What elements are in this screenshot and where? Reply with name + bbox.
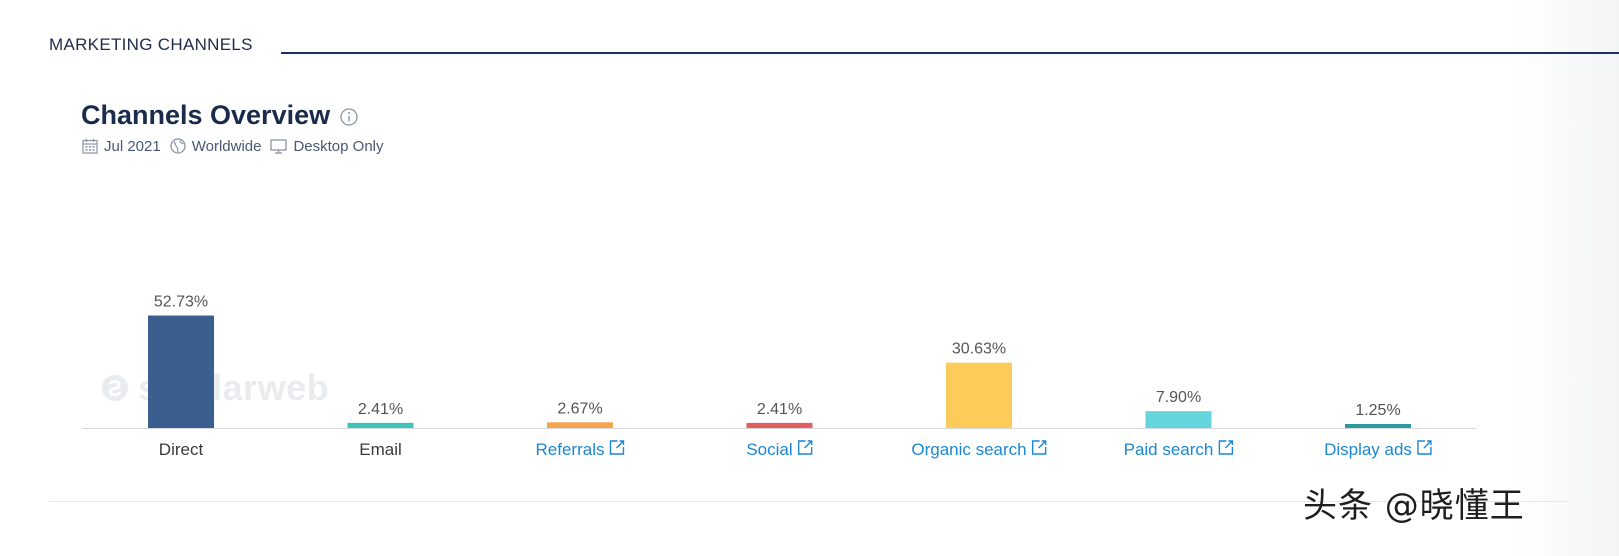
globe-icon — [170, 138, 186, 154]
category-label-direct: Direct — [159, 440, 204, 459]
section-header: MARKETING CHANNELS — [49, 34, 1619, 56]
calendar-icon — [82, 139, 98, 154]
value-label-paid-search: 7.90% — [1156, 389, 1201, 406]
desktop-icon — [270, 139, 288, 154]
section-divider — [281, 52, 1619, 54]
meta-region-text: Worldwide — [191, 137, 262, 155]
category-label-organic-search[interactable]: Organic search — [911, 440, 1026, 459]
card-header: Channels Overview — [81, 100, 358, 134]
bottom-divider — [49, 501, 1569, 502]
value-label-social: 2.41% — [757, 401, 802, 418]
category-label-social[interactable]: Social — [746, 440, 792, 459]
bar-display-ads[interactable] — [1345, 424, 1411, 428]
external-link-icon[interactable] — [1031, 440, 1047, 455]
value-label-referrals: 2.67% — [557, 400, 602, 417]
section-title: MARKETING CHANNELS — [49, 35, 253, 54]
category-label-referrals[interactable]: Referrals — [536, 440, 605, 459]
right-edge-shade — [1515, 0, 1619, 556]
external-link-icon[interactable] — [609, 440, 625, 455]
bar-direct[interactable] — [148, 315, 214, 428]
value-label-direct: 52.73% — [154, 294, 208, 311]
value-label-organic-search: 30.63% — [952, 341, 1006, 358]
external-link-icon[interactable] — [797, 440, 813, 455]
bar-paid-search[interactable] — [1145, 411, 1212, 428]
category-label-paid-search[interactable]: Paid search — [1124, 440, 1214, 459]
value-label-email: 2.41% — [358, 401, 403, 418]
source-watermark: 头条 @晓懂王 — [1303, 486, 1525, 526]
similarweb-logo-icon — [102, 375, 128, 401]
meta-region: Worldwide — [169, 137, 262, 155]
card-meta: Jul 2021 Worldwide Desktop Only — [81, 135, 392, 157]
bar-referrals[interactable] — [547, 422, 613, 428]
meta-device: Desktop Only — [269, 137, 384, 155]
meta-device-text: Desktop Only — [293, 137, 384, 155]
meta-date-text: Jul 2021 — [104, 137, 161, 155]
value-label-display-ads: 1.25% — [1355, 402, 1400, 419]
external-link-icon[interactable] — [1218, 440, 1234, 455]
external-link-icon[interactable] — [1417, 440, 1432, 455]
bar-email[interactable] — [347, 422, 414, 428]
category-label-display-ads[interactable]: Display ads — [1324, 440, 1412, 459]
bar-social[interactable] — [746, 422, 813, 428]
meta-date: Jul 2021 — [81, 137, 161, 155]
category-label-email: Email — [359, 440, 402, 459]
card-title: Channels Overview — [81, 100, 331, 130]
bar-organic-search[interactable] — [946, 362, 1012, 428]
info-icon[interactable] — [339, 107, 359, 127]
